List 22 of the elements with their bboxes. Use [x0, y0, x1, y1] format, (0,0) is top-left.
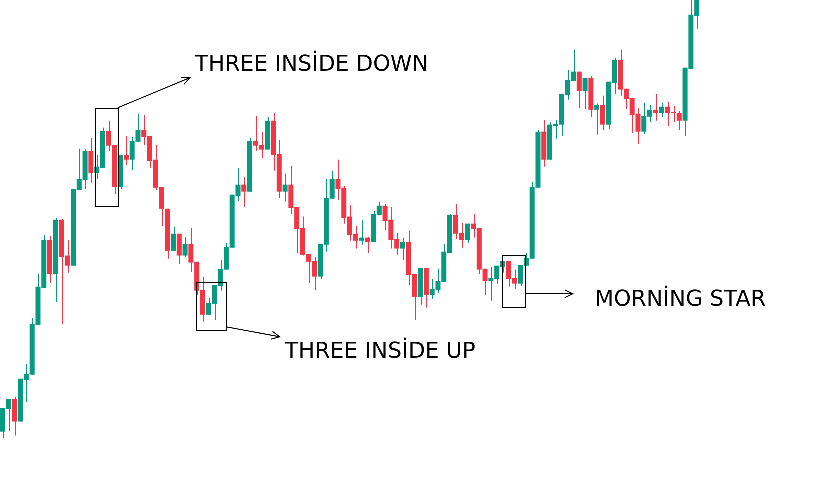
candlestick — [365, 236, 370, 254]
candlestick — [124, 136, 129, 166]
candlestick — [653, 94, 658, 122]
annotation: MORNİNG STAR — [595, 287, 766, 313]
candlestick — [576, 71, 582, 109]
candlestick — [400, 237, 406, 261]
candlestick — [359, 219, 364, 246]
candlestick — [12, 396, 18, 436]
annotation: THREE INSİDE DOWN — [195, 52, 429, 78]
candlestick — [171, 226, 176, 252]
candlestick — [182, 236, 188, 258]
candlestick — [242, 176, 247, 208]
candlestick — [465, 223, 470, 244]
candlestick — [594, 103, 600, 136]
annotation: THREE INSİDE UP — [285, 339, 476, 365]
candlestick — [676, 110, 682, 131]
candlestick — [659, 102, 664, 118]
candlestick — [582, 77, 588, 110]
candlestick — [176, 233, 182, 265]
candlestick — [600, 95, 606, 131]
candlestick — [88, 137, 94, 184]
candlestick — [282, 173, 288, 202]
